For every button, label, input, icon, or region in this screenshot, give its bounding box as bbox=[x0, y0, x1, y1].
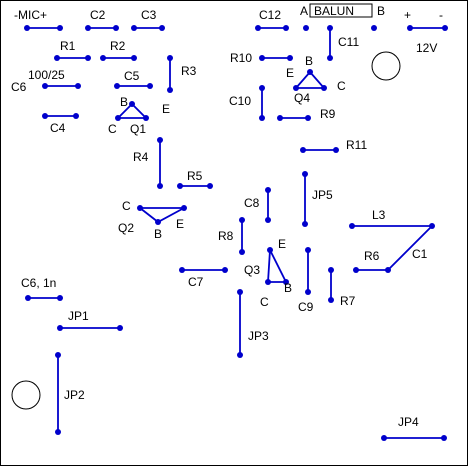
r9-label: R9 bbox=[320, 107, 336, 121]
q1-label: Q1 bbox=[130, 122, 146, 136]
c10-part bbox=[259, 85, 265, 121]
c12-label: C12 bbox=[259, 8, 281, 22]
c5-label: C5 bbox=[124, 69, 140, 83]
r5-label: R5 bbox=[187, 169, 203, 183]
balun-box bbox=[309, 3, 373, 18]
r7-part bbox=[328, 267, 334, 303]
r7-label: R7 bbox=[340, 294, 356, 308]
c1-label: C1 bbox=[412, 247, 428, 261]
c8-label: C8 bbox=[244, 196, 260, 210]
c10-label: C10 bbox=[229, 94, 251, 108]
q4-label: Q4 bbox=[294, 91, 310, 105]
q1-b-label: B bbox=[120, 95, 128, 109]
r8-label: R8 bbox=[218, 229, 234, 243]
q1-c-label: C bbox=[108, 122, 117, 136]
v12-label: 12V bbox=[416, 41, 437, 55]
balun-label: BALUN bbox=[314, 4, 354, 18]
c9-label: C9 bbox=[298, 300, 314, 314]
r2-part bbox=[100, 55, 137, 61]
c7-label: C7 bbox=[188, 275, 204, 289]
c8-part bbox=[265, 187, 271, 223]
r1-label: R1 bbox=[60, 39, 76, 53]
r1-part bbox=[54, 55, 91, 61]
jp1-label: JP1 bbox=[68, 309, 89, 323]
q3-b-label: B bbox=[284, 281, 292, 295]
q2-e-label: E bbox=[176, 217, 184, 231]
jp4-jumper bbox=[381, 435, 447, 441]
balun-a-label: A bbox=[300, 4, 308, 18]
c6-1n-part bbox=[25, 295, 63, 301]
q2-b-label: B bbox=[154, 227, 162, 241]
jp3-jumper bbox=[237, 289, 243, 358]
mic-connector bbox=[24, 25, 63, 31]
r3-part bbox=[167, 55, 173, 93]
r3-label: R3 bbox=[181, 64, 197, 78]
c5-part bbox=[114, 83, 153, 89]
jp2-jumper bbox=[55, 352, 61, 435]
r10-part bbox=[259, 55, 293, 61]
r11-part bbox=[300, 147, 339, 153]
c12-part bbox=[255, 25, 289, 31]
l3-part bbox=[349, 223, 435, 229]
c4-part bbox=[42, 113, 79, 119]
balun-b-label: B bbox=[377, 4, 385, 18]
q2-part bbox=[137, 205, 187, 225]
r4-part bbox=[157, 137, 163, 189]
c3-label: C3 bbox=[141, 8, 157, 22]
c11-part bbox=[327, 27, 333, 61]
q1-part bbox=[115, 101, 149, 121]
r11-label: R11 bbox=[346, 138, 367, 152]
c3-part bbox=[131, 25, 165, 31]
r10-label: R10 bbox=[230, 51, 252, 65]
c7-part bbox=[179, 267, 228, 273]
r8-part bbox=[239, 217, 245, 255]
r6-part bbox=[353, 267, 389, 273]
q1-e-label: E bbox=[162, 102, 170, 116]
c11-label: C11 bbox=[338, 35, 359, 49]
q4-b-label: B bbox=[305, 54, 313, 68]
jp2-label: JP2 bbox=[64, 388, 85, 402]
c6-value-label: 100/25 bbox=[28, 68, 65, 82]
l3-label: L3 bbox=[372, 208, 386, 222]
r9-part bbox=[277, 115, 311, 121]
r5-part bbox=[177, 183, 213, 189]
c6-label: C6 bbox=[11, 80, 27, 94]
c6-part bbox=[42, 83, 81, 89]
c2-part bbox=[85, 25, 119, 31]
r4-label: R4 bbox=[133, 150, 149, 164]
plus-label: + bbox=[404, 8, 411, 22]
r2-label: R2 bbox=[110, 39, 126, 53]
mounting-hole-top-right bbox=[371, 51, 401, 81]
mic-label: -MIC+ bbox=[14, 8, 47, 22]
jp5-jumper bbox=[302, 171, 308, 227]
jp4-label: JP4 bbox=[398, 415, 419, 429]
q3-e-label: E bbox=[278, 237, 286, 251]
q3-part bbox=[265, 247, 289, 285]
power-connector bbox=[407, 25, 448, 31]
q2-c-label: C bbox=[122, 199, 131, 213]
c6-1n-label: C6, 1n bbox=[21, 276, 56, 290]
c2-label: C2 bbox=[90, 8, 106, 22]
c9-part bbox=[305, 247, 311, 295]
minus-label: - bbox=[439, 8, 443, 22]
c4-label: C4 bbox=[50, 121, 66, 135]
q2-label: Q2 bbox=[118, 221, 134, 235]
jp5-label: JP5 bbox=[312, 188, 333, 202]
q3-label: Q3 bbox=[244, 263, 260, 277]
r6-label: R6 bbox=[364, 249, 380, 263]
q4-part bbox=[293, 69, 327, 91]
q3-c-label: C bbox=[260, 295, 269, 309]
q4-c-label: C bbox=[337, 79, 346, 93]
mounting-hole-bottom-left bbox=[11, 380, 41, 410]
jp3-label: JP3 bbox=[248, 329, 269, 343]
jp1-jumper bbox=[57, 325, 123, 331]
q4-e-label: E bbox=[286, 66, 294, 80]
